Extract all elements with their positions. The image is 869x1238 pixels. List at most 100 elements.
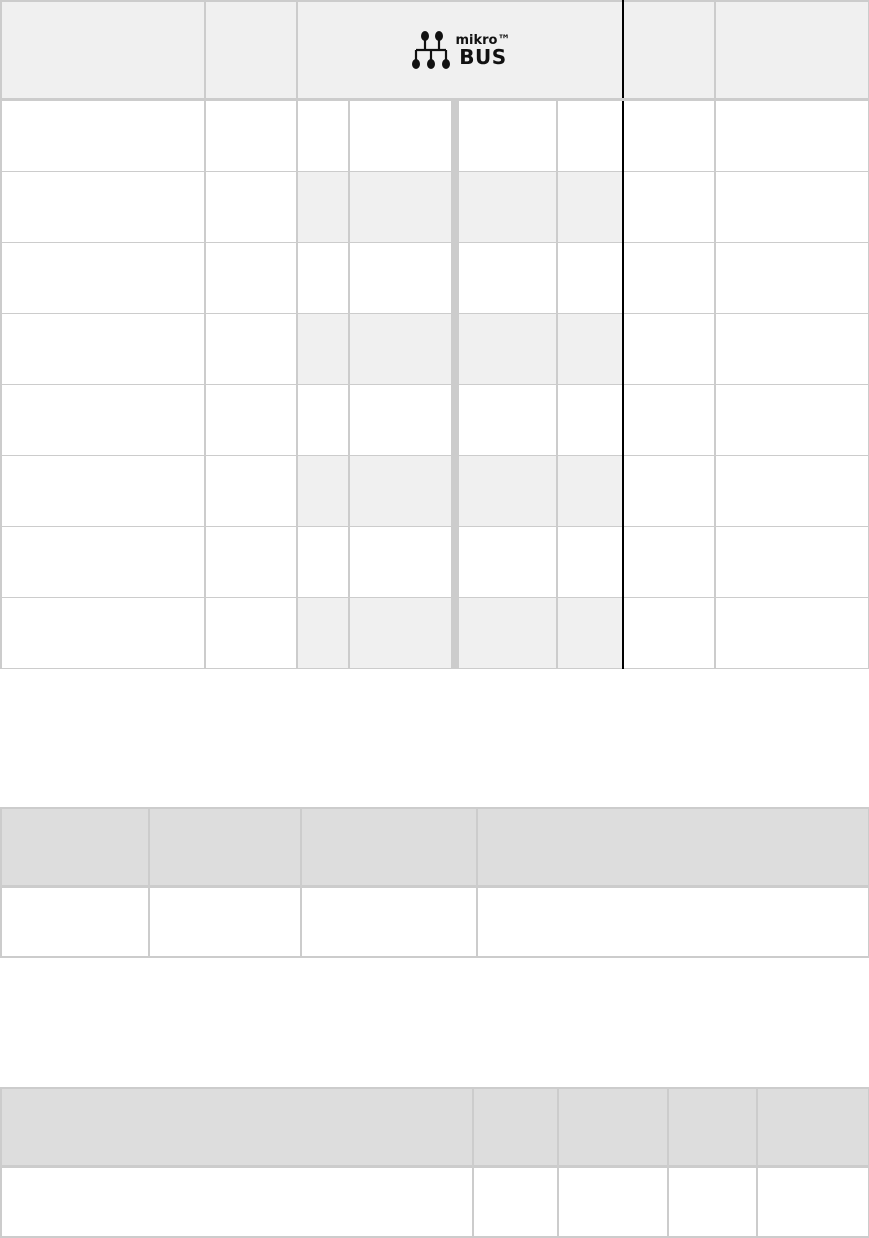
pinout-cell [556,526,624,598]
table-cell [0,885,150,958]
header-cell [148,807,302,888]
pinout-cell [714,171,869,243]
pinout-cell [0,384,206,456]
table-row [0,885,869,958]
pinout-cell [296,99,350,172]
header-cell [0,807,150,888]
pinout-cell [622,242,716,314]
pinout-cell [296,171,350,243]
table-cell [148,885,302,958]
header-cell [204,0,298,101]
pinout-cell [454,597,558,669]
header-cell [300,807,478,888]
header-cell [472,1087,559,1168]
pinout-cell [622,455,716,527]
pinout-cell [0,171,206,243]
pinout-cell [714,597,869,669]
header-cell [667,1087,758,1168]
pinout-row [0,99,869,172]
table-row [0,1165,869,1238]
pinout-cell [348,597,459,669]
pinout-cell [714,313,869,385]
pinout-row [0,384,869,456]
logo-text-mikro: mikro™ [455,32,511,48]
logo-text-bus: BUS [459,44,507,69]
pinout-cell [714,384,869,456]
pinout-cell [296,455,350,527]
table-cell [557,1165,669,1238]
pinout-cell [0,242,206,314]
pinout-cell [348,99,459,172]
header-cell [756,1087,869,1168]
pinout-cell [348,526,459,598]
pinout-cell [204,526,298,598]
pinout-row [0,526,869,598]
pinout-cell [0,313,206,385]
mikrobus-logo: mikro™ BUS [298,28,622,72]
pinout-cell [556,313,624,385]
table-cell [476,885,869,958]
pinout-cell [0,455,206,527]
pinout-row [0,242,869,314]
pinout-cell [454,99,558,172]
pinout-cell [622,99,716,172]
pinout-cell [296,242,350,314]
table-cell [472,1165,559,1238]
pinout-cell [454,526,558,598]
header-cell [622,0,716,101]
header-cell [557,1087,669,1168]
pinout-cell [454,455,558,527]
pinout-row [0,171,869,243]
pinout-row [0,455,869,527]
pinout-cell [204,597,298,669]
table-cell [667,1165,758,1238]
pinout-cell [556,242,624,314]
pinout-cell [556,597,624,669]
pinout-cell [296,597,350,669]
pinout-cell [622,597,716,669]
pinout-cell [204,384,298,456]
pinout-cell [204,242,298,314]
pinout-cell [348,242,459,314]
table-cell [300,885,478,958]
pinout-cell [714,455,869,527]
pinout-cell [556,99,624,172]
pinout-cell [0,99,206,172]
third-table [0,1087,869,1238]
table-header-row [0,807,869,888]
pinout-header-row: mikro™ BUS [0,0,869,101]
pinout-cell [714,242,869,314]
header-cell [0,1087,474,1168]
pinout-cell [204,99,298,172]
pinout-cell [296,384,350,456]
pinout-cell [556,171,624,243]
pinout-cell [714,99,869,172]
pinout-row [0,313,869,385]
pinout-cell [556,455,624,527]
pinout-cell [348,384,459,456]
pinout-cell [204,171,298,243]
pinout-cell [0,597,206,669]
pinout-cell [204,313,298,385]
pinout-cell [454,171,558,243]
pinout-cell [204,455,298,527]
pinout-cell [454,384,558,456]
pinout-cell [454,242,558,314]
header-cell [714,0,869,101]
pinout-cell [348,455,459,527]
pinout-table: mikro™ BUS [0,0,869,669]
table-cell [756,1165,869,1238]
pinout-cell [0,526,206,598]
pinout-row [0,597,869,669]
bus-network-icon [411,31,450,69]
pinout-cell [348,313,459,385]
pinout-cell [622,526,716,598]
pinout-cell [622,171,716,243]
table-cell [0,1165,474,1238]
pinout-cell [296,313,350,385]
header-cell [0,0,206,101]
pinout-cell [622,384,716,456]
pinout-cell [622,313,716,385]
table-header-row [0,1087,869,1168]
pinout-cell [296,526,350,598]
